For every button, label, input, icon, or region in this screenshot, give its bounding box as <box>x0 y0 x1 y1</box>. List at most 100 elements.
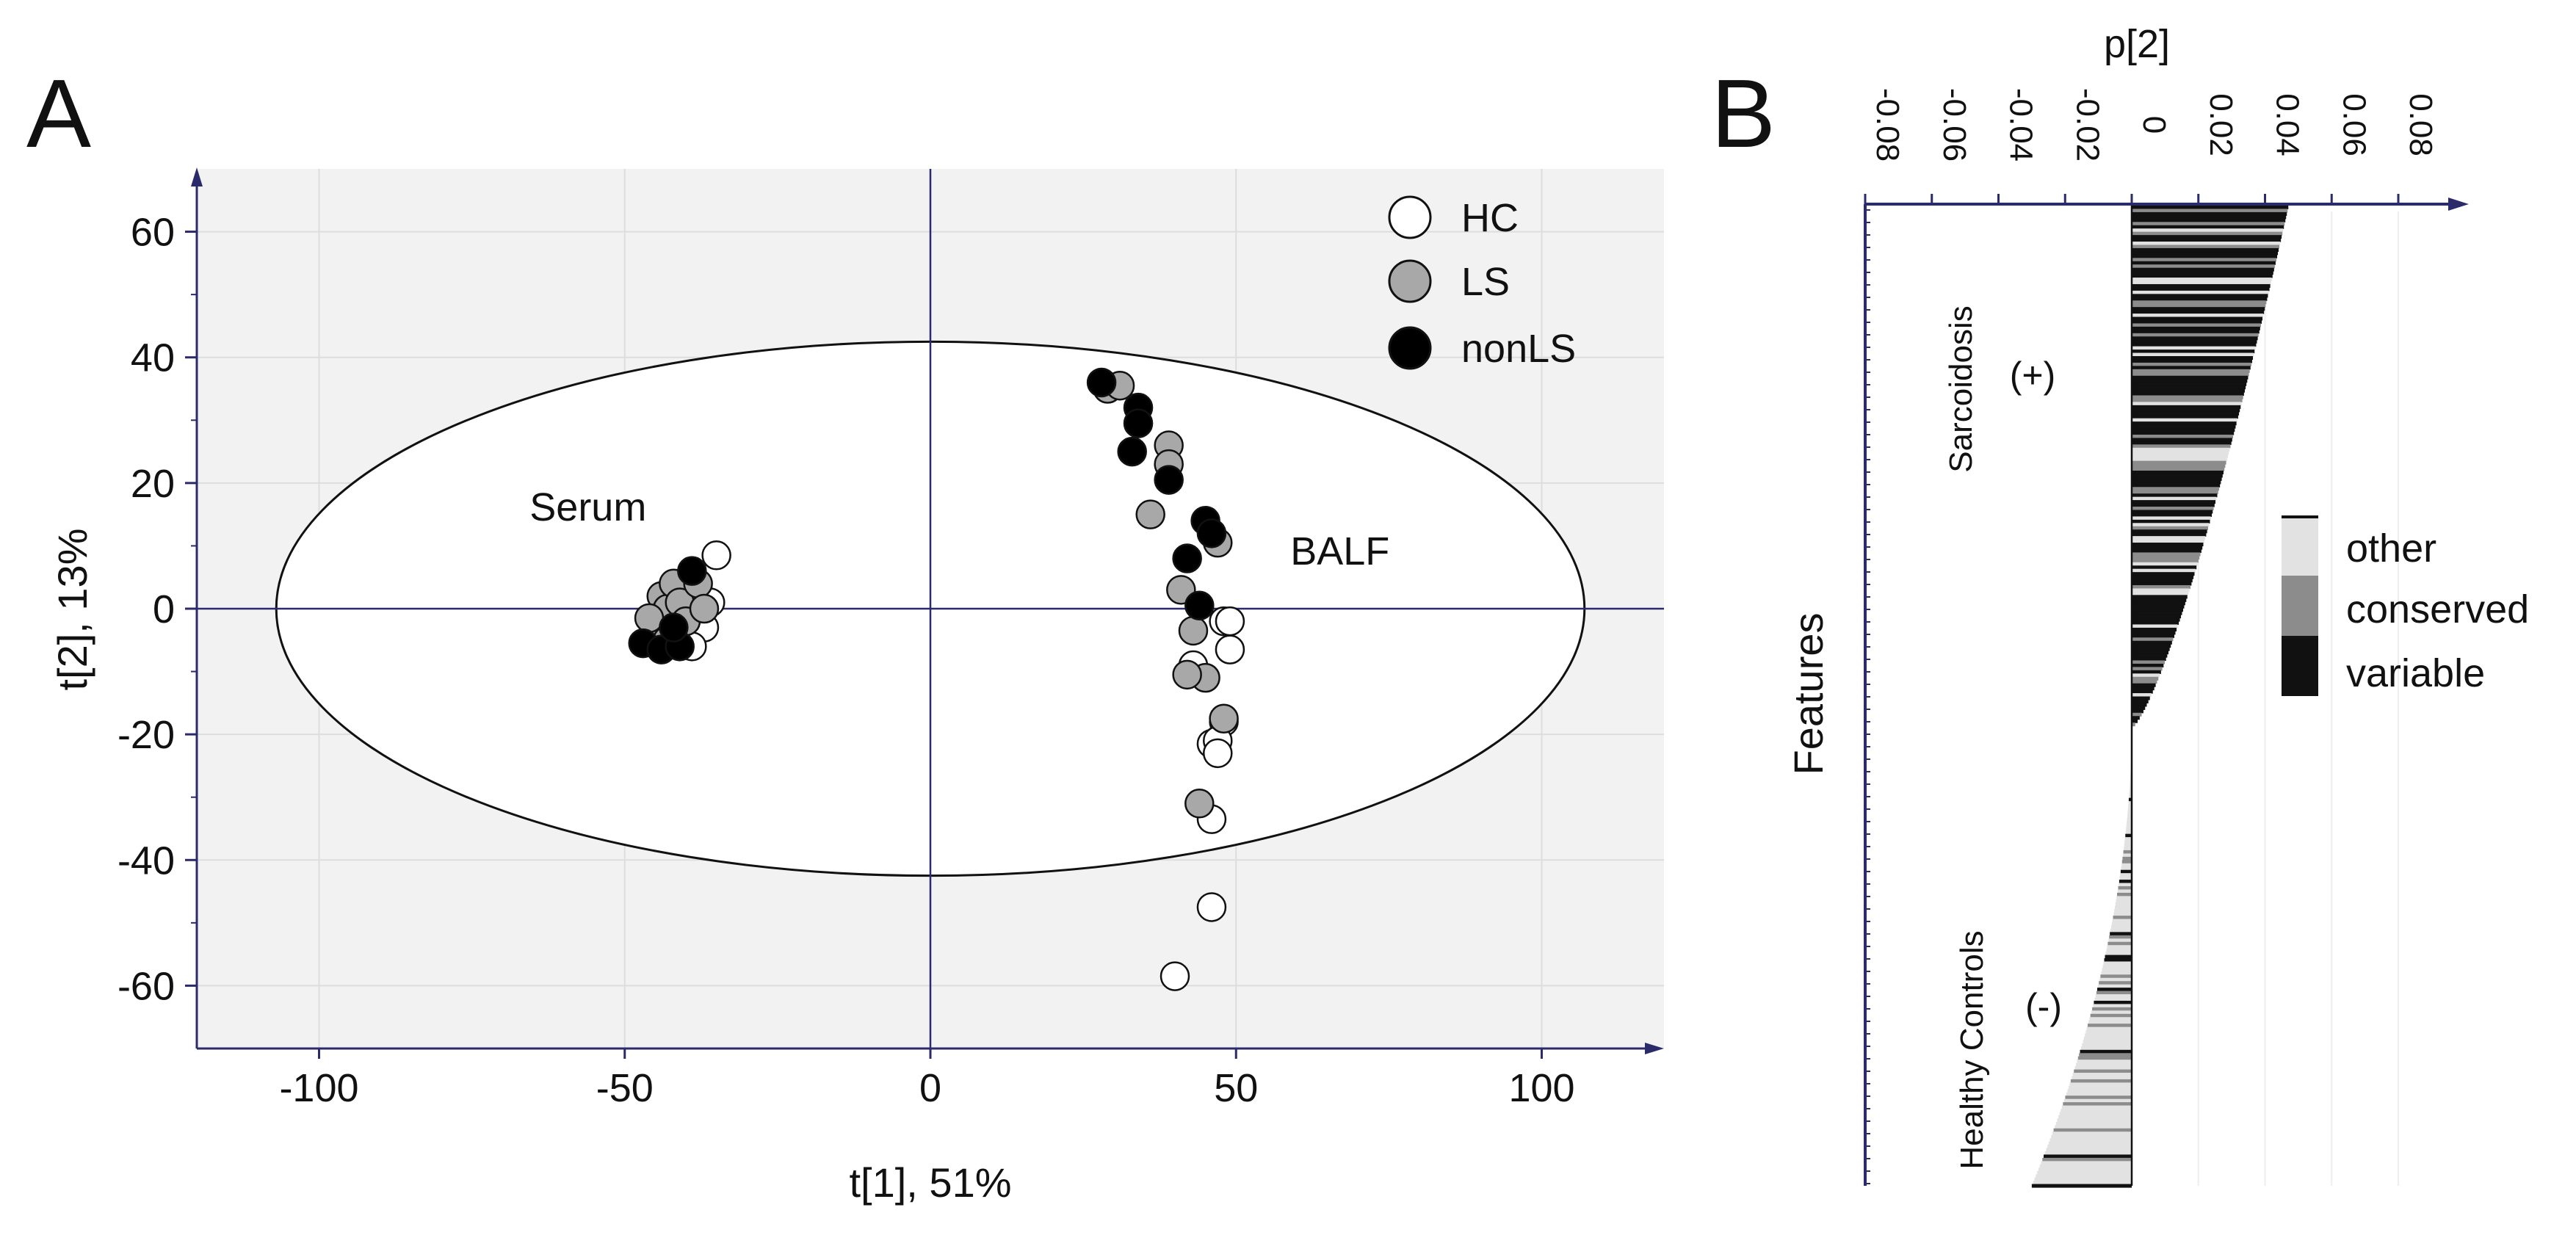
loading-bar <box>2074 1069 2132 1073</box>
loading-bar <box>2122 856 2132 861</box>
loading-bar <box>2109 935 2132 939</box>
loading-bar <box>2132 366 2251 370</box>
point-ls <box>1172 659 1202 690</box>
loading-bar <box>2067 1089 2132 1093</box>
loading-bar <box>2132 503 2215 507</box>
loading-bar <box>2132 543 2204 547</box>
loading-bar <box>2132 565 2197 570</box>
loading-bar <box>2088 1020 2132 1024</box>
loading-bar <box>2132 676 2159 681</box>
loading-bar <box>2119 880 2132 884</box>
loading-bar <box>2132 428 2235 432</box>
loading-bar <box>2132 369 2250 373</box>
loading-bar <box>2132 359 2252 363</box>
axis-ticks <box>185 231 1543 1059</box>
loading-bar <box>2079 1053 2132 1057</box>
loading-bar <box>2132 464 2226 468</box>
loading-bar <box>2132 300 2267 305</box>
loading-bar <box>2132 634 2174 638</box>
loading-bar <box>2048 1141 2132 1145</box>
loading-bar <box>2132 408 2240 413</box>
loading-bar <box>2132 651 2169 655</box>
loading-bar <box>2132 526 2208 530</box>
y-tick-label: 20 <box>131 462 175 506</box>
loading-bar <box>2093 1004 2132 1008</box>
loading-bar <box>2132 536 2206 540</box>
loading-bar <box>2132 245 2280 249</box>
color-legend: other conserved variable <box>2282 515 2529 696</box>
loading-bar <box>2124 837 2132 841</box>
loading-bar <box>2132 218 2286 222</box>
loading-bar <box>2132 206 2289 210</box>
loading-bar <box>2105 955 2132 959</box>
loading-bar <box>2132 402 2242 406</box>
loading-bar <box>2065 1095 2132 1100</box>
loading-bar <box>2132 680 2157 684</box>
loading-bar <box>2132 709 2143 714</box>
loading-bar <box>2132 667 2163 671</box>
loading-bar <box>2132 706 2146 710</box>
x-axis-label: t[1], 51% <box>849 1159 1011 1206</box>
loading-bar <box>2125 833 2132 838</box>
loading-bar <box>2132 640 2172 645</box>
x-tick-label: 0 <box>919 1066 941 1110</box>
loading-bar <box>2132 398 2243 402</box>
legend-marker-nonls <box>1388 326 1432 370</box>
legend: HC LS nonLS <box>1388 195 1576 371</box>
loading-bar <box>2132 582 2192 586</box>
loading-bar <box>2121 863 2132 867</box>
loading-bar <box>2063 1102 2132 1107</box>
loading-bar <box>2114 905 2132 910</box>
loading-bar <box>2132 519 2210 524</box>
loading-bar <box>2132 441 2232 445</box>
loading-bar <box>2132 356 2254 361</box>
point-ls <box>1135 499 1165 529</box>
loading-bar <box>2132 618 2180 622</box>
loading-bar <box>2132 352 2254 357</box>
loading-bar <box>2103 961 2132 966</box>
point-nonls <box>1086 367 1117 398</box>
loading-bar <box>2132 372 2249 377</box>
x-axis-arrow <box>1645 1043 1664 1054</box>
top-axis-ticks <box>1864 194 2400 204</box>
legend-swatch-conserved <box>2282 576 2318 636</box>
axis-tick-labels: -100 -50 0 50 100 -60 -40 -20 0 20 40 60 <box>117 211 1575 1110</box>
loading-bar <box>2132 362 2251 366</box>
loading-bar <box>2091 1010 2132 1015</box>
loading-bar <box>2102 968 2132 972</box>
loading-bar <box>2031 1184 2132 1188</box>
loading-bar <box>2132 451 2229 455</box>
top-tick-label: -0.06 <box>1936 88 1972 162</box>
y-tick-label: 0 <box>153 587 175 631</box>
loading-bar <box>2132 411 2240 416</box>
loading-bar <box>2132 699 2149 704</box>
loading-bar <box>2132 392 2244 396</box>
loading-bar <box>2120 873 2132 877</box>
loading-bar <box>2119 883 2132 887</box>
loading-bar <box>2124 847 2132 851</box>
loading-bar <box>2132 647 2170 651</box>
point-nonls <box>677 556 707 586</box>
loading-bar <box>2132 516 2211 521</box>
legend-label-other: other <box>2346 526 2436 571</box>
legend-label-hc: HC <box>1461 196 1519 240</box>
panel-b-label: B <box>1711 59 1776 167</box>
loading-bar <box>2083 1036 2132 1041</box>
point-nonls <box>659 612 689 642</box>
loading-bar <box>2132 663 2164 667</box>
loading-bar <box>2132 644 2171 648</box>
loading-bar <box>2132 228 2284 233</box>
loading-bar <box>2126 827 2132 831</box>
annotation-serum: Serum <box>529 485 646 529</box>
loading-bar <box>2132 529 2207 534</box>
loading-bar <box>2132 470 2224 475</box>
loading-bar <box>2132 231 2283 236</box>
loading-bar <box>2132 434 2234 439</box>
loading-bar <box>2132 631 2176 635</box>
loading-bar <box>2132 316 2263 321</box>
loading-bar <box>2127 817 2132 822</box>
loading-bar <box>2117 892 2132 897</box>
loading-bar <box>2132 319 2262 325</box>
loading-bar <box>2042 1157 2132 1162</box>
loading-bar <box>2066 1092 2132 1096</box>
